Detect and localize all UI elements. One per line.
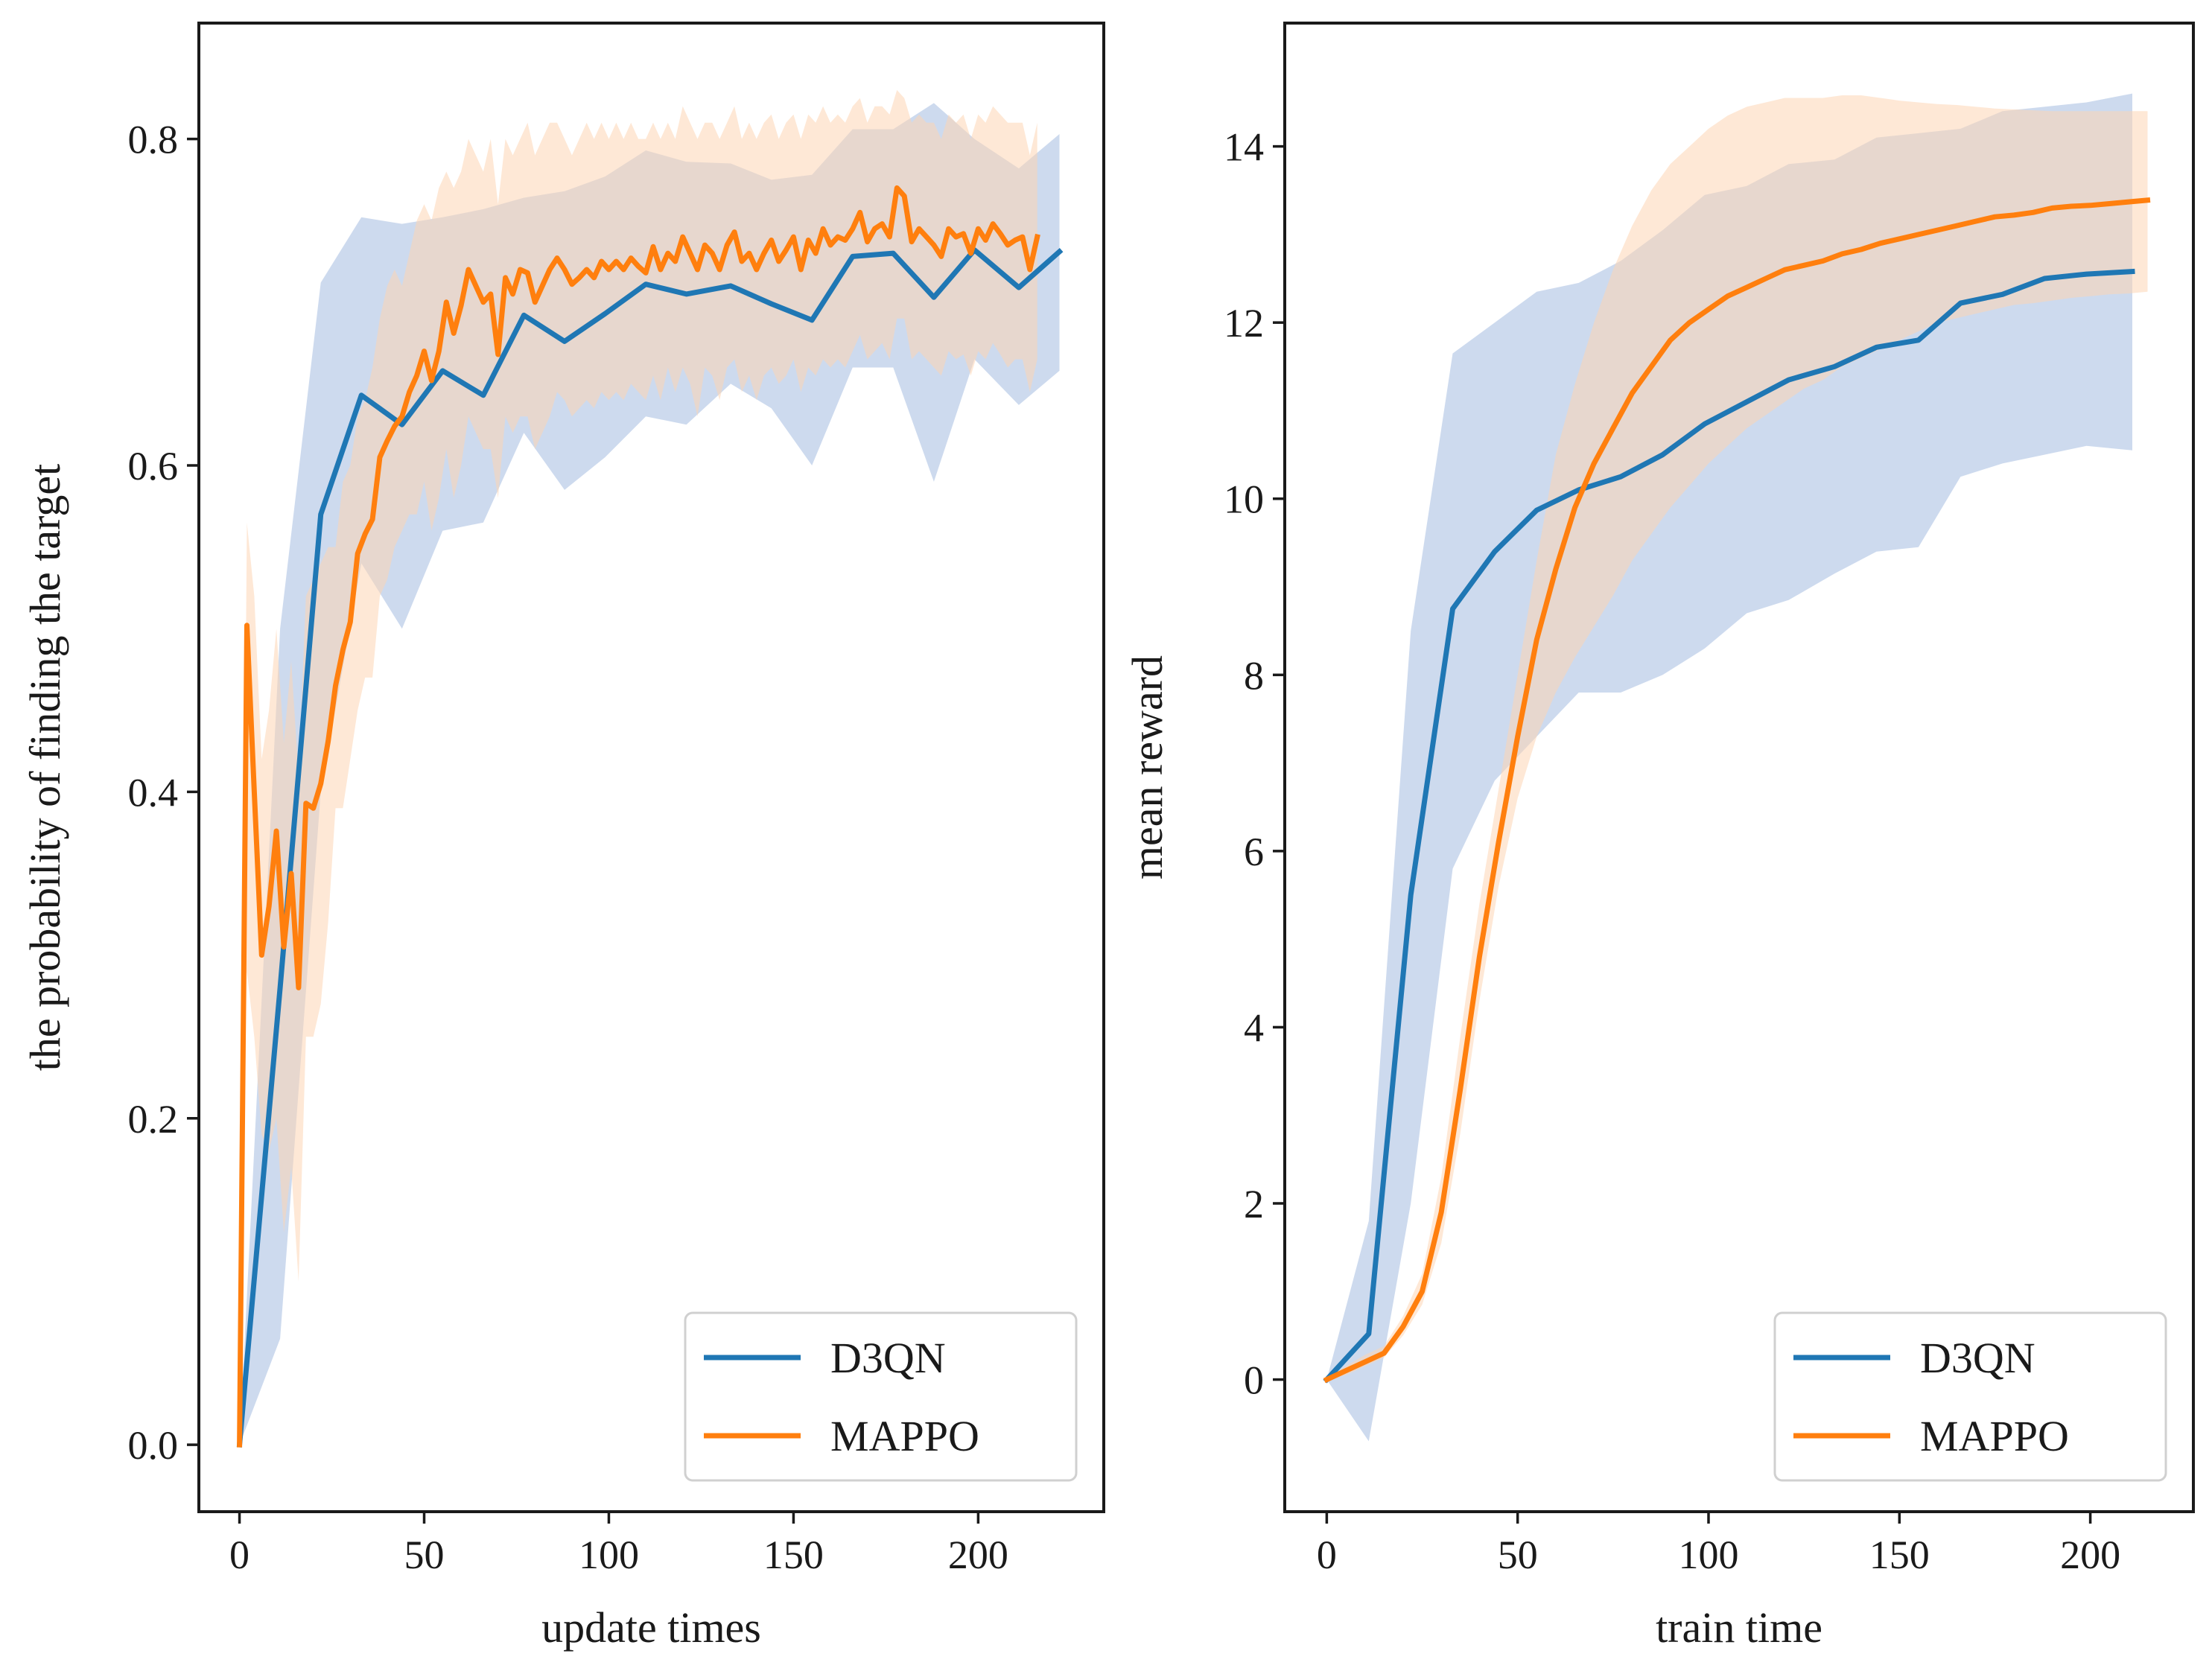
x-tick-label: 50	[404, 1533, 445, 1577]
plot-area	[1323, 93, 2151, 1442]
legend-label-mappo: MAPPO	[830, 1412, 979, 1460]
x-tick-label: 200	[2060, 1533, 2120, 1577]
y-tick-label: 10	[1224, 477, 1264, 522]
y-tick-label: 12	[1224, 301, 1264, 346]
legend-label-mappo: MAPPO	[1920, 1412, 2069, 1460]
axes-frame	[1283, 22, 2195, 1513]
right-chart: 0 50 100 150 200 0 2 4 6 8 10 12 14 train time mean re…	[1123, 22, 2195, 1652]
y-tick-label: 4	[1244, 1005, 1264, 1050]
points-mappo	[239, 188, 1037, 1445]
legend-label-d3qn: D3QN	[1920, 1334, 2035, 1382]
plot-area	[236, 89, 1064, 1448]
y-tick-label: 0.6	[128, 444, 179, 489]
x-axis-label: update times	[541, 1603, 761, 1652]
y-tick-label: 14	[1224, 125, 1264, 170]
line-mappo	[1323, 197, 2151, 1384]
y-tick-label: 0.2	[128, 1097, 179, 1142]
band-d3qn	[1326, 93, 2132, 1442]
x-tick-label: 50	[1498, 1533, 1538, 1577]
x-tick-label: 0	[229, 1533, 250, 1577]
points-mappo	[1326, 200, 2148, 1380]
axes-frame	[197, 22, 1105, 1513]
x-tick-label: 100	[579, 1533, 639, 1577]
legend: D3QN MAPPO	[1773, 1311, 2167, 1482]
y-tick-label: 8	[1244, 653, 1264, 698]
points-d3qn	[1326, 271, 2133, 1380]
band-mappo	[1326, 95, 2148, 1380]
y-tick-label: 2	[1244, 1182, 1264, 1226]
y-tick-label: 0.8	[128, 118, 179, 162]
band-mappo	[239, 89, 1037, 1445]
y-tick-label: 0	[1244, 1358, 1264, 1403]
legend-box	[684, 1311, 1078, 1482]
legend-label-d3qn: D3QN	[830, 1334, 946, 1382]
left-chart: 0 50 100 150 200 0.0 0.2 0.4 0.6 0.8 update times t…	[21, 22, 1105, 1652]
y-axis-label: the probability of finding the target	[21, 464, 69, 1072]
x-tick-label: 200	[948, 1533, 1008, 1577]
legend-box	[1773, 1311, 2167, 1482]
line-d3qn	[1323, 268, 2135, 1384]
y-tick-label: 0.0	[128, 1423, 179, 1468]
y-axis-label: mean reward	[1123, 655, 1172, 879]
x-tick-label: 0	[1317, 1533, 1337, 1577]
x-tick-label: 150	[763, 1533, 824, 1577]
x-tick-label: 150	[1869, 1533, 1930, 1577]
y-tick-label: 6	[1244, 830, 1264, 874]
x-tick-label: 100	[1678, 1533, 1738, 1577]
x-axis-label: train time	[1656, 1603, 1822, 1652]
y-tick-label: 0.4	[128, 770, 179, 815]
legend: D3QN MAPPO	[684, 1311, 1078, 1482]
